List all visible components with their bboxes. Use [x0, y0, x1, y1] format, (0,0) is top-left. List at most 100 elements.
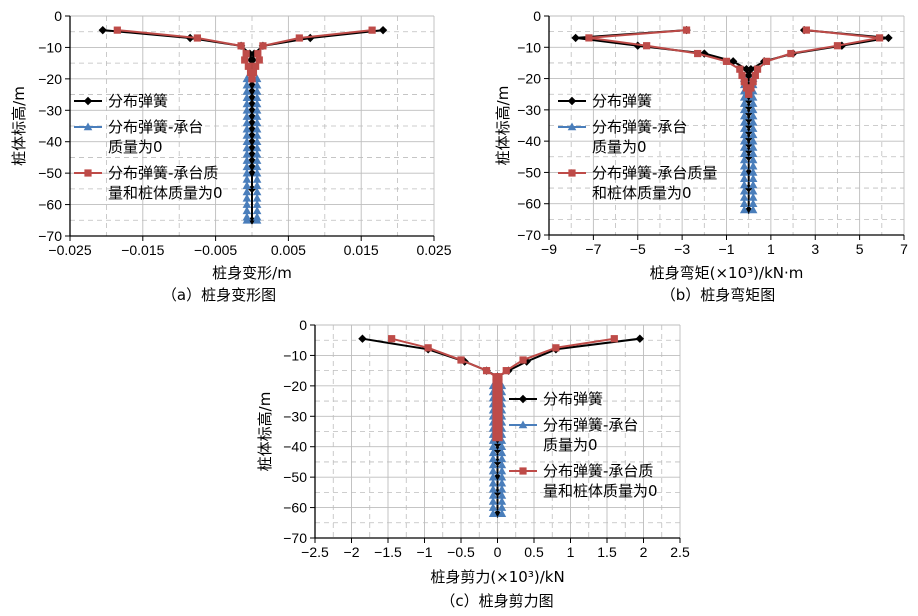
data-point [488, 509, 498, 517]
y-tick-label: −70 [517, 227, 541, 243]
y-axis-title: 桩体标高/m [494, 86, 512, 166]
x-tick-label: −1.5 [374, 544, 402, 560]
chart-panel-3: −2.5 −2 −1.5 −1 −0.5 0 0.5 1 1.5 2 2.5 0 −10 −20 −30 −4… [256, 317, 690, 610]
data-point [495, 427, 503, 436]
data-point [635, 334, 645, 343]
x-tick-label: 7 [900, 241, 908, 257]
data-point [740, 78, 748, 86]
data-point [252, 187, 262, 196]
data-point [739, 92, 749, 101]
legend-marker [568, 169, 576, 177]
legend-label: 分布弹簧-承台质量和桩体质量为0 [543, 462, 658, 500]
data-point [488, 472, 498, 481]
data-point [368, 26, 376, 34]
data-point [242, 86, 252, 95]
y-tick-label: −40 [517, 133, 541, 149]
chart-caption: （b）桩身弯矩图 [661, 286, 776, 304]
data-point [739, 149, 749, 157]
data-point [739, 117, 749, 126]
data-point [739, 186, 749, 195]
data-point [252, 99, 262, 108]
series-3 [388, 335, 618, 442]
data-point [244, 62, 252, 70]
y-tick-label: −10 [517, 39, 541, 55]
x-tick-label: 0.015 [344, 242, 379, 258]
series-2 [242, 74, 262, 224]
data-point [522, 357, 531, 366]
legend-label: 分布弹簧-承台质量为0 [108, 118, 203, 156]
data-point [884, 33, 893, 43]
data-point [748, 99, 758, 107]
data-point [242, 206, 252, 215]
data-point [746, 64, 756, 74]
data-point [585, 34, 593, 42]
data-point [252, 143, 262, 152]
data-point [748, 117, 758, 126]
legend-marker [518, 420, 528, 429]
x-tick-label: 1.5 [597, 544, 617, 560]
data-point [682, 26, 691, 34]
legend-marker [567, 96, 577, 106]
data-point [295, 34, 303, 42]
legend-label: 分布弹簧-承台质量为0 [592, 118, 687, 156]
data-point [748, 205, 758, 214]
x-tick-label: 1 [767, 241, 775, 257]
data-point [748, 149, 758, 157]
data-point [252, 62, 260, 70]
legend-label: 分布弹簧-承台质量和桩体质量为0 [108, 164, 223, 202]
data-point [739, 105, 749, 114]
y-tick-label: −70 [38, 228, 62, 244]
y-tick-label: −60 [517, 196, 541, 212]
data-point [495, 391, 503, 399]
y-tick-label: −50 [517, 164, 541, 180]
data-point [252, 118, 262, 127]
legend-label: 分布弹簧-承台质量为0 [543, 416, 638, 454]
data-point [739, 192, 749, 201]
chart-panel-1: −0.025 −0.015 −0.005 0.005 0.015 0.025 0 −10 −20… [10, 8, 452, 304]
data-point [739, 161, 749, 170]
data-point [787, 49, 795, 58]
data-point [242, 168, 252, 177]
legend-label: 分布弹簧 [108, 92, 168, 110]
x-tick-label: −0.015 [121, 242, 164, 258]
data-point [751, 71, 759, 80]
data-point [552, 344, 560, 352]
y-tick-label: −50 [38, 165, 62, 181]
data-point [748, 130, 758, 139]
data-point [748, 105, 758, 114]
series-line [362, 337, 499, 514]
data-point [571, 33, 580, 43]
legend-label: 分布弹簧 [592, 92, 652, 110]
data-point [242, 200, 252, 208]
series-line [391, 337, 497, 438]
data-point [739, 199, 749, 208]
x-axis-title: 桩身剪力(×10³)/kN [430, 568, 564, 586]
legend-label: 分布弹簧 [543, 390, 603, 408]
data-point [497, 448, 507, 457]
data-point [739, 205, 749, 214]
x-axis-title: 桩身变形/m [212, 264, 292, 282]
data-point [497, 484, 507, 493]
data-point [252, 181, 262, 190]
legend-marker [84, 169, 92, 177]
data-point [748, 167, 758, 176]
x-tick-label: 1 [567, 544, 575, 560]
data-point [739, 142, 749, 151]
data-point [744, 71, 753, 80]
data-point [497, 478, 507, 487]
data-point [252, 200, 262, 208]
data-point [252, 193, 262, 202]
data-point [488, 466, 498, 475]
data-point [748, 136, 758, 145]
y-tick-label: −30 [283, 408, 307, 424]
data-point [497, 466, 507, 475]
y-tick-label: −30 [517, 102, 541, 118]
data-point [242, 143, 252, 152]
y-axis-title: 桩体标高/m [10, 86, 28, 166]
data-point [488, 442, 498, 451]
data-point [748, 142, 758, 151]
x-tick-label: −0.005 [194, 242, 237, 258]
data-point [497, 460, 507, 469]
data-point [193, 34, 201, 42]
